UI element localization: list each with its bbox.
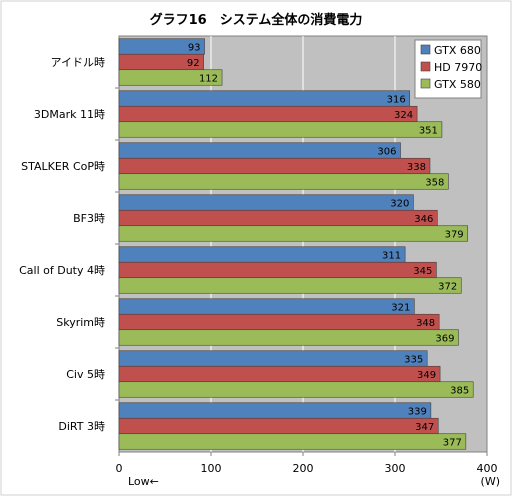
x-tick-label: 300	[385, 462, 406, 475]
legend-swatch	[420, 78, 431, 89]
legend-label: HD 7970	[434, 61, 482, 74]
bar	[118, 105, 418, 123]
bar-value-label: 338	[407, 162, 426, 173]
bar-value-label: 93	[188, 42, 201, 53]
bar	[118, 433, 467, 450]
bar	[118, 121, 443, 138]
bar-value-label: 320	[390, 198, 409, 209]
bar	[118, 381, 474, 398]
bar-value-label: 346	[414, 214, 433, 225]
chart-title: グラフ16 システム全体の消費電力	[150, 12, 363, 28]
bar-value-label: 321	[391, 302, 410, 313]
category-label: BF3時	[73, 212, 105, 225]
bar	[118, 277, 462, 294]
bar-value-label: 306	[377, 146, 396, 157]
bar-value-label: 385	[450, 385, 469, 396]
bar-value-label: 369	[435, 333, 454, 344]
bar-value-label: 92	[187, 58, 200, 69]
bar	[118, 313, 440, 331]
bar-value-label: 339	[408, 406, 427, 417]
bar-value-label: 377	[443, 437, 462, 448]
bar-value-label: 358	[425, 177, 444, 188]
bar	[118, 142, 401, 159]
bar-value-label: 347	[415, 422, 434, 433]
category-label: DiRT 3時	[58, 420, 105, 433]
bar	[118, 157, 431, 175]
category-label: Skyrim時	[56, 316, 105, 329]
bar	[118, 365, 441, 383]
legend-swatch	[420, 61, 431, 72]
bar-value-label: 311	[382, 250, 401, 261]
bar	[118, 246, 406, 263]
bar	[118, 225, 468, 242]
bar-value-label: 351	[419, 125, 438, 136]
x-tick-label: 400	[477, 462, 498, 475]
legend-swatch	[420, 44, 431, 55]
bar-value-label: 372	[438, 281, 457, 292]
category-label: Call of Duty 4時	[19, 264, 105, 277]
bar-value-label: 345	[413, 266, 432, 277]
bar	[118, 261, 437, 279]
bar-value-label: 348	[416, 318, 435, 329]
category-label: アイドル時	[51, 56, 105, 69]
x-tick-label: 200	[293, 462, 314, 475]
bar	[118, 350, 428, 367]
x-unit-label: (W)	[481, 475, 500, 488]
category-label: 3DMark 11時	[34, 108, 105, 121]
bar-value-label: 324	[394, 110, 413, 121]
bar-value-label: 335	[404, 354, 423, 365]
bar	[118, 90, 411, 107]
bar	[118, 194, 414, 211]
category-label: STALKER CoP時	[21, 160, 105, 173]
bar	[118, 69, 223, 86]
bar	[118, 209, 438, 227]
bar-value-label: 349	[417, 370, 436, 381]
bar-value-label: 112	[199, 73, 218, 84]
legend-label: GTX 680	[434, 44, 481, 57]
bar	[118, 402, 432, 419]
bar-value-label: 316	[387, 94, 406, 105]
bar-value-label: 379	[445, 229, 464, 240]
bar	[118, 417, 439, 435]
bar	[118, 329, 459, 346]
x-low-label: Low←	[128, 475, 159, 488]
bar	[118, 173, 449, 190]
bar	[118, 298, 415, 315]
x-tick-label: 0	[116, 462, 123, 475]
legend-label: GTX 580	[434, 78, 481, 91]
x-tick-label: 100	[201, 462, 222, 475]
category-label: Civ 5時	[66, 368, 105, 381]
